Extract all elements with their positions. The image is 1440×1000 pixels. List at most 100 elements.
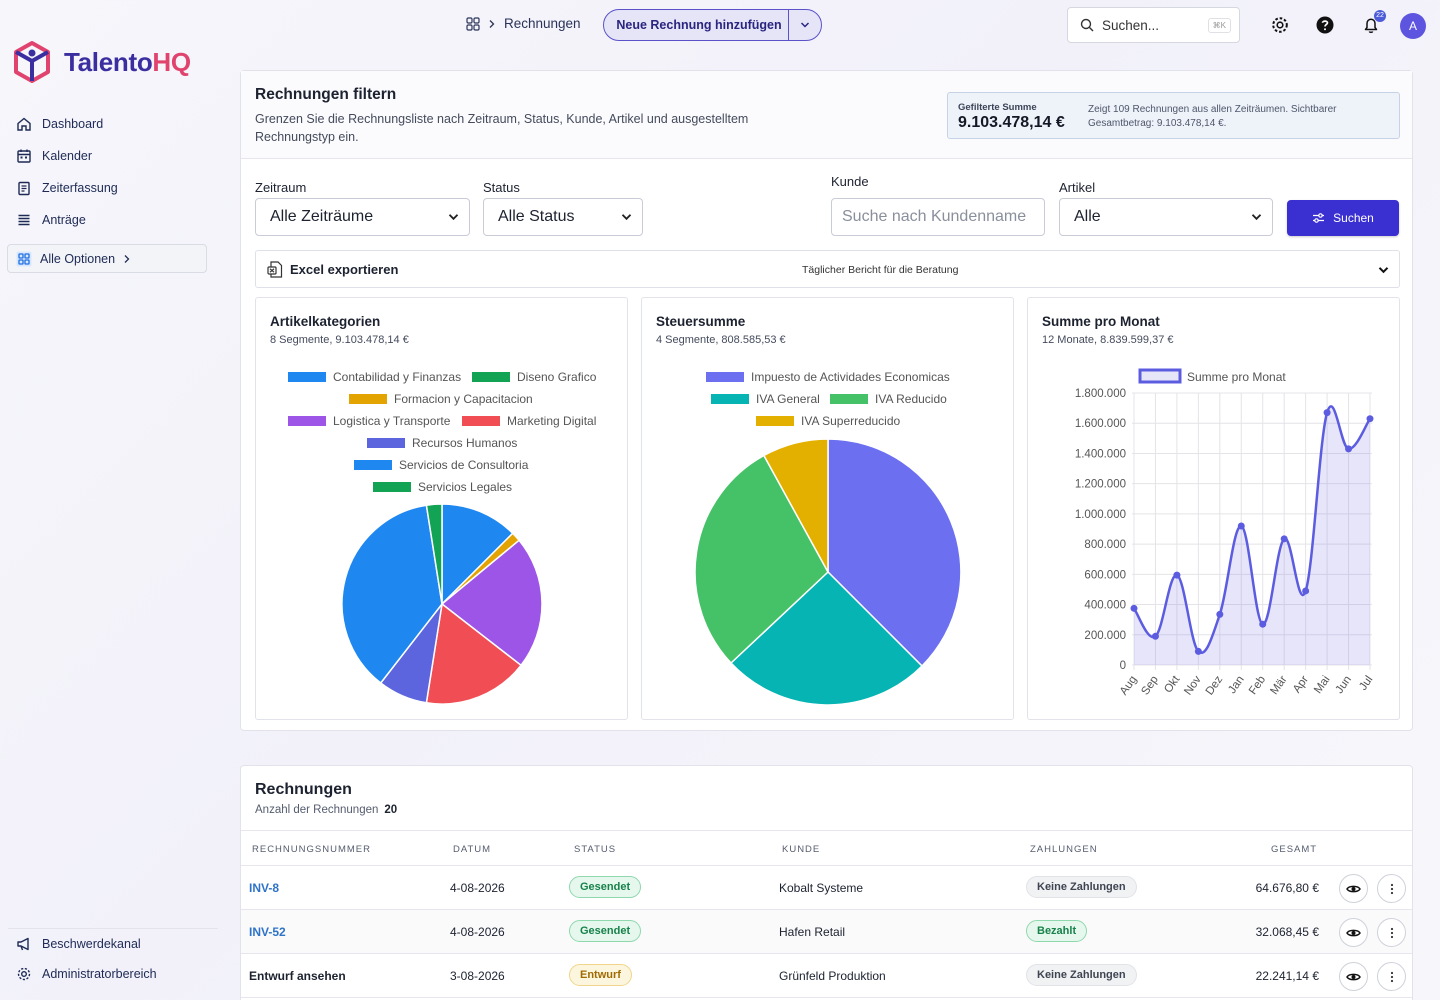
- data-point: [1173, 571, 1181, 579]
- customer-label: Kunde: [831, 174, 869, 189]
- invoice-customer: Kobalt Systeme: [779, 881, 864, 895]
- list-icon: [18, 214, 30, 226]
- table-row[interactable]: Entwurf ansehen 3-08-2026 Entwurf Grünfeld …: [241, 954, 1412, 998]
- shortcut-hint: ⌘K: [1207, 17, 1231, 33]
- bell-icon[interactable]: [1361, 15, 1381, 35]
- area-fill: [1134, 406, 1370, 665]
- more-options-button[interactable]: [1377, 962, 1406, 991]
- chart-subtitle: 4 Segmente, 808.585,53 €: [656, 334, 786, 346]
- chevron-down-icon: [800, 22, 810, 28]
- invoice-number[interactable]: Entwurf ansehen: [249, 969, 346, 983]
- grid-icon[interactable]: [466, 16, 480, 31]
- more-vertical-icon: [1390, 883, 1393, 894]
- period-label: Zeitraum: [255, 180, 307, 195]
- invoice-date: 3-08-2026: [450, 969, 505, 983]
- legend-swatch: [706, 372, 744, 382]
- filtered-sum-description: Zeigt 109 Rechnungen aus allen Zeiträume…: [1088, 104, 1337, 129]
- invoice-number[interactable]: INV-8: [249, 881, 280, 895]
- sidebar-item-administratorbereich[interactable]: Administratorbereich: [8, 959, 218, 989]
- column-header[interactable]: STATUS: [574, 844, 617, 855]
- pie-slice: [441, 503, 514, 606]
- legend-label: Contabilidad y Finanzas: [333, 370, 461, 384]
- y-tick-label: 1.800.000: [1075, 388, 1126, 400]
- avatar[interactable]: A: [1400, 13, 1426, 39]
- chevron-down-icon[interactable]: [1378, 266, 1389, 274]
- chevron-down-icon: [621, 214, 632, 221]
- calendar-icon: [17, 149, 31, 163]
- article-label: Artikel: [1059, 180, 1096, 195]
- monthly-area-chart: Summe pro Monat 1.800.000 1.600.000 1.400.0…: [1075, 368, 1375, 697]
- logo[interactable]: TalentoHQ: [12, 40, 191, 84]
- payment-badge: Keine Zahlungen: [1026, 876, 1137, 898]
- column-header[interactable]: GESAMT: [1271, 844, 1318, 855]
- chevron-down-icon: [1251, 214, 1262, 221]
- column-header[interactable]: KUNDE: [782, 844, 821, 855]
- sidebar-item-kalender[interactable]: Kalender: [8, 140, 208, 172]
- invoice-total: 32.068,45 €: [1255, 925, 1319, 939]
- sidebar-item-label: Dashboard: [42, 117, 104, 131]
- more-options-button[interactable]: [1377, 918, 1406, 947]
- table-row[interactable]: INV-8 4-08-2026 Gesendet Kobalt Systeme Kein…: [241, 866, 1412, 910]
- legend-swatch: [288, 372, 326, 382]
- sidebar: TalentoHQ Dashboard Kalender Zeiterfassu…: [0, 0, 222, 1000]
- more-options-button[interactable]: [1377, 874, 1406, 903]
- column-header[interactable]: RECHNUNGSNUMMER: [252, 844, 371, 855]
- data-point: [1259, 620, 1267, 628]
- payment-badge: Bezahlt: [1026, 920, 1088, 942]
- invoice-total: 22.241,14 €: [1255, 969, 1319, 983]
- chart-subtitle: 8 Segmente, 9.103.478,14 €: [270, 334, 409, 346]
- sidebar-item-all-options[interactable]: Alle Optionen: [7, 244, 207, 273]
- status-select[interactable]: Alle Status: [483, 198, 643, 236]
- table-header: RECHNUNGSNUMMER DATUM STATUS KUNDE ZAHLU…: [241, 830, 1412, 866]
- sidebar-item-label: Beschwerdekanal: [42, 937, 141, 951]
- y-tick-label: 200.000: [1084, 630, 1126, 642]
- invoice-date: 4-08-2026: [450, 925, 505, 939]
- y-tick-label: 1.600.000: [1075, 418, 1126, 430]
- article-select[interactable]: Alle: [1059, 198, 1273, 236]
- table-row[interactable]: INV-52 4-08-2026 Gesendet Hafen Retail Bezah…: [241, 910, 1412, 954]
- x-tick-label: Feb: [1247, 674, 1268, 697]
- megaphone-icon: [17, 937, 29, 951]
- legend-swatch: [288, 416, 326, 426]
- view-button[interactable]: [1339, 874, 1368, 903]
- search-button[interactable]: Suchen: [1287, 200, 1399, 236]
- period-select[interactable]: Alle Zeiträume: [255, 198, 470, 236]
- x-tick-label: Mär: [1268, 674, 1289, 697]
- sidebar-item-zeiterfassung[interactable]: Zeiterfassung: [8, 172, 208, 204]
- data-point: [1237, 522, 1245, 530]
- customer-search-input[interactable]: Suche nach Kundenname: [831, 198, 1045, 236]
- more-vertical-icon: [1390, 927, 1393, 938]
- notification-badge: 22: [1374, 10, 1386, 22]
- settings-gear-icon[interactable]: [1270, 15, 1290, 35]
- invoice-number[interactable]: INV-52: [249, 925, 286, 939]
- breadcrumb-current[interactable]: Rechnungen: [504, 16, 581, 31]
- invoice-customer: Grünfeld Produktion: [779, 969, 886, 983]
- home-icon: [17, 117, 31, 131]
- data-point: [1366, 415, 1374, 423]
- sidebar-item-antraege[interactable]: Anträge: [8, 204, 208, 236]
- new-invoice-button[interactable]: Neue Rechnung hinzufügen: [603, 9, 822, 41]
- help-icon[interactable]: [1315, 15, 1335, 35]
- y-tick-label: 600.000: [1084, 569, 1126, 581]
- excel-export-bar[interactable]: Excel exportieren Täglicher Bericht für …: [255, 250, 1400, 288]
- view-button[interactable]: [1339, 962, 1368, 991]
- y-tick-label: 800.000: [1084, 539, 1126, 551]
- legend-label: Summe pro Monat: [1187, 370, 1286, 384]
- pie-slice: [425, 602, 523, 705]
- categories-pie-chart: Contabilidad y Finanzas Diseno Grafico For…: [288, 370, 597, 705]
- more-vertical-icon: [1390, 971, 1393, 982]
- column-header[interactable]: ZAHLUNGEN: [1030, 844, 1098, 855]
- new-invoice-menu-button[interactable]: [788, 10, 821, 40]
- pie-slice: [729, 570, 924, 706]
- logo-text: Talento: [64, 46, 153, 77]
- search-input[interactable]: Suchen... ⌘K: [1067, 7, 1240, 43]
- chart-card-monthly: Summe pro Monat 1.800.000 1.600.000 1.400.0…: [1027, 297, 1400, 720]
- view-button[interactable]: [1339, 918, 1368, 947]
- column-header[interactable]: DATUM: [453, 844, 492, 855]
- sidebar-item-dashboard[interactable]: Dashboard: [8, 108, 208, 140]
- sidebar-item-label: Administratorbereich: [42, 967, 157, 981]
- sidebar-item-beschwerdekanal[interactable]: Beschwerdekanal: [8, 929, 218, 959]
- sidebar-footer: Beschwerdekanal Administratorbereich: [8, 928, 218, 989]
- daily-report-label: Täglicher Bericht für die Beratung: [802, 264, 959, 276]
- x-tick-label: Apr: [1291, 674, 1311, 696]
